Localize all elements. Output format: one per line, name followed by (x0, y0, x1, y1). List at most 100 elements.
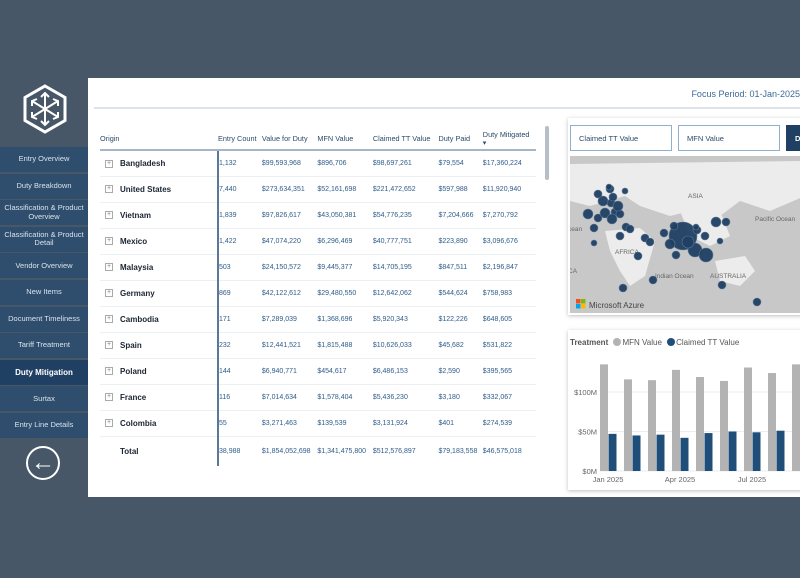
map-bubble[interactable] (608, 192, 618, 202)
map-bubble[interactable] (599, 207, 611, 219)
cell-text: 232 (219, 341, 231, 349)
map-bubble[interactable] (710, 216, 722, 228)
cell-text: Total (120, 446, 139, 456)
map-bubble[interactable] (615, 231, 625, 241)
cell-text: $17,360,224 (482, 159, 522, 167)
table-row: + Malaysia 503 $24,150,572 $9,445,377 $14,705… (100, 254, 536, 281)
expand-icon[interactable]: + (105, 159, 113, 168)
map-bubble[interactable] (625, 224, 635, 234)
duty-button[interactable]: D (786, 125, 800, 151)
value-cell: $531,822 (482, 332, 536, 359)
map-bubble[interactable] (721, 217, 731, 227)
back-button[interactable]: ← (26, 446, 60, 480)
cell-text: 869 (219, 289, 231, 297)
map-bubble[interactable] (582, 208, 594, 220)
sidebar-item-new-items[interactable]: New Items (0, 279, 88, 305)
bar-mfn-value[interactable] (744, 367, 752, 471)
expand-icon[interactable]: + (105, 419, 113, 428)
sidebar-item-classification-product-detail[interactable]: Classification & Product Detail (0, 226, 88, 252)
bar-mfn-value[interactable] (720, 380, 728, 471)
value-cell: $2,196,847 (482, 254, 536, 281)
bar-mfn-value[interactable] (624, 379, 632, 471)
map-bubble[interactable] (700, 231, 710, 241)
sidebar-item-entry-line-details[interactable]: Entry Line Details (0, 412, 88, 438)
cell-text: $12,642,062 (372, 289, 412, 297)
map-bubble[interactable] (681, 235, 695, 249)
bar-mfn-value[interactable] (696, 376, 704, 471)
expand-icon[interactable]: + (105, 237, 113, 246)
map-bubble[interactable] (590, 239, 598, 247)
map-bubble[interactable] (752, 297, 762, 307)
bar-mfn-value[interactable] (792, 364, 800, 471)
map-bubble[interactable] (717, 280, 727, 290)
column-header-label: Claimed TT Value (372, 134, 431, 143)
sidebar-item-tariff-treatment[interactable]: Tariff Treatment (0, 333, 88, 359)
column-header[interactable]: Claimed TT Value (372, 128, 439, 151)
origin-cell: + Mexico (100, 228, 219, 255)
claimed-tt-value-button[interactable]: Claimed TT Value (570, 125, 672, 151)
expand-icon[interactable]: + (105, 341, 113, 350)
map-bubble[interactable] (593, 189, 603, 199)
map-bubble[interactable] (605, 183, 613, 191)
column-header[interactable]: Value for Duty (261, 128, 318, 151)
table-scrollbar[interactable] (545, 126, 549, 180)
map-bubble[interactable] (698, 247, 714, 263)
map-bubble[interactable] (593, 213, 603, 223)
bar-claimed-tt-value[interactable] (728, 431, 737, 472)
column-header[interactable]: Origin (100, 128, 218, 151)
bar-claimed-tt-value[interactable] (680, 437, 689, 471)
expand-icon[interactable]: + (105, 367, 113, 376)
map-bubble[interactable] (589, 223, 599, 233)
bar-mfn-value[interactable] (600, 364, 608, 471)
sidebar-item-duty-mitigation[interactable]: Duty Mitigation (0, 359, 88, 385)
bar-claimed-tt-value[interactable] (632, 435, 641, 471)
bar-mfn-value[interactable] (648, 380, 656, 471)
world-bubble-map[interactable]: ASIA Pacific Ocean AFRICA Indian Ocean AUSTR… (570, 156, 800, 313)
map-bubble[interactable] (664, 238, 676, 250)
bar-claimed-tt-value[interactable] (776, 430, 785, 471)
map-bubble[interactable] (597, 195, 609, 207)
map-bubble[interactable] (633, 251, 643, 261)
cell-text: $6,296,469 (317, 237, 353, 245)
map-bubble[interactable] (621, 187, 629, 195)
land (605, 228, 655, 286)
map-bubble[interactable] (648, 275, 658, 285)
cell-text: 144 (219, 367, 231, 375)
sidebar-item-document-timeliness[interactable]: Document Timeliness (0, 306, 88, 332)
column-header[interactable]: Entry Count (218, 128, 262, 151)
column-header[interactable]: MFN Value (317, 128, 373, 151)
column-header[interactable]: Duty Mitigated ▾ (482, 128, 536, 151)
map-bubble[interactable] (669, 221, 679, 231)
map-bubble[interactable] (692, 223, 700, 231)
cell-text: $6,486,153 (372, 367, 408, 375)
sidebar-item-entry-overview[interactable]: Entry Overview (0, 147, 88, 172)
map-bubble[interactable] (618, 283, 628, 293)
map-bubble[interactable] (645, 237, 655, 247)
bar-claimed-tt-value[interactable] (608, 433, 617, 471)
sidebar-item-duty-breakdown[interactable]: Duty Breakdown (0, 173, 88, 199)
bar-mfn-value[interactable] (672, 369, 680, 471)
bar-claimed-tt-value[interactable] (704, 433, 713, 471)
bar-claimed-tt-value[interactable] (656, 434, 665, 471)
sidebar-item-vendor-overview[interactable]: Vendor Overview (0, 253, 88, 279)
map-bubble[interactable] (606, 213, 618, 225)
mfn-value-button[interactable]: MFN Value (678, 125, 780, 151)
expand-icon[interactable]: + (105, 211, 113, 220)
sidebar-item-surtax[interactable]: Surtax (0, 386, 88, 412)
bar-mfn-value[interactable] (768, 373, 776, 471)
expand-icon[interactable]: + (105, 263, 113, 272)
map-bubble[interactable] (671, 250, 681, 260)
legend-dot-claimed (667, 338, 676, 346)
sidebar-item-classification-product-overview[interactable]: Classification & Product Overview (0, 200, 88, 226)
column-header[interactable]: Duty Paid (438, 128, 483, 151)
expand-icon[interactable]: + (105, 289, 113, 298)
cell-text: Germany (120, 288, 155, 298)
expand-icon[interactable]: + (105, 315, 113, 324)
expand-icon[interactable]: + (105, 393, 113, 402)
map-bubble[interactable] (612, 200, 624, 212)
map-label: cean (570, 226, 582, 233)
map-bubble[interactable] (659, 228, 669, 238)
expand-icon[interactable]: + (105, 185, 113, 194)
bar-claimed-tt-value[interactable] (752, 432, 761, 471)
map-bubble[interactable] (716, 237, 724, 245)
